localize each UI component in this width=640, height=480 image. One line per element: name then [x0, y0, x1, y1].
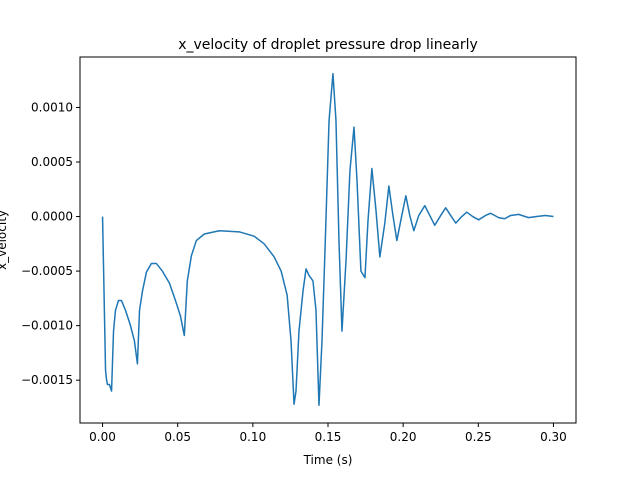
x-tick-label: 0.30 [540, 430, 567, 444]
plot-frame [79, 56, 577, 424]
y-axis-label: x_velocity [0, 210, 9, 270]
x-axis-label: Time (s) [303, 453, 353, 467]
x-tick-label: 0.05 [164, 430, 191, 444]
x-tick-label: 0.10 [239, 430, 266, 444]
x-tick-label: 0.25 [465, 430, 492, 444]
y-tick-label: −0.0010 [21, 319, 73, 333]
y-tick-label: −0.0015 [21, 373, 73, 387]
x-tick-label: 0.00 [89, 430, 116, 444]
y-tick-label: −0.0005 [21, 264, 73, 278]
y-tick-label: 0.0005 [31, 155, 73, 169]
x-tick-label: 0.20 [390, 430, 417, 444]
y-tick-label: 0.0000 [31, 210, 73, 224]
x-tick-label: 0.15 [315, 430, 342, 444]
y-tick-label: 0.0010 [31, 100, 73, 114]
chart-title: x_velocity of droplet pressure drop line… [178, 37, 478, 53]
data-line [101, 72, 554, 407]
